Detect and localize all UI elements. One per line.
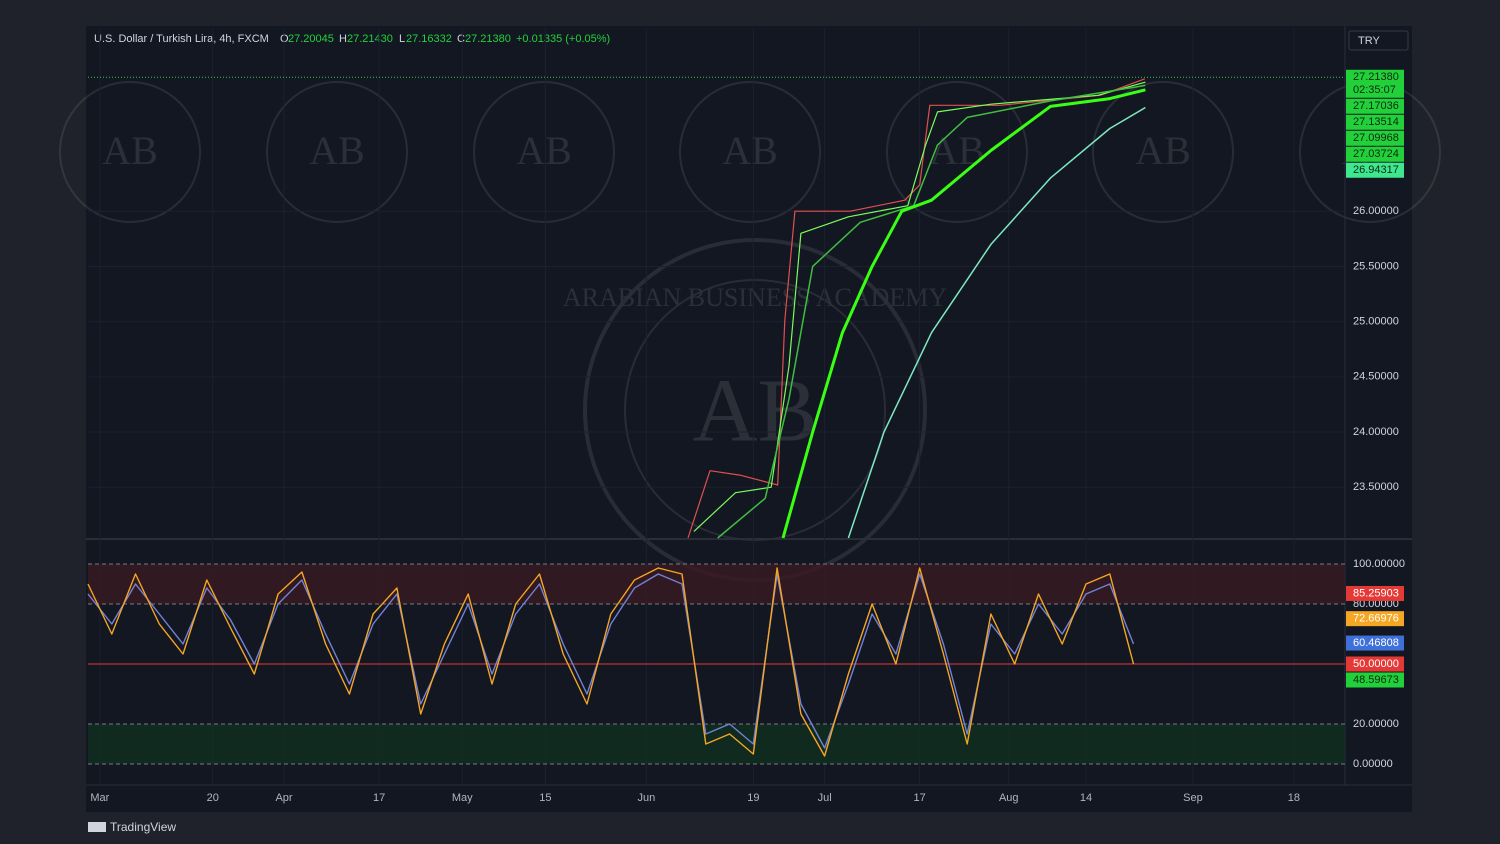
watermark-text: ARABIAN BUSINESS ACADEMY bbox=[563, 283, 947, 312]
h-label: H bbox=[339, 33, 347, 45]
series-line bbox=[717, 84, 1146, 539]
watermark-ring bbox=[266, 81, 408, 223]
close: 27.21380 bbox=[465, 33, 511, 45]
chart-area bbox=[86, 26, 1412, 812]
x-tick-label: Jul bbox=[818, 792, 832, 804]
price-badge bbox=[1346, 146, 1404, 162]
x-tick-label: 15 bbox=[539, 792, 551, 804]
x-tick-label: Aug bbox=[999, 792, 1019, 804]
x-tick-label: May bbox=[452, 792, 473, 804]
watermark-initials: AB bbox=[692, 362, 817, 461]
price-badge bbox=[1346, 114, 1404, 130]
high: 27.21430 bbox=[347, 33, 393, 45]
badge-label: 27.03724 bbox=[1353, 148, 1399, 160]
price-badge bbox=[1346, 635, 1404, 651]
watermark-initials: AB bbox=[929, 128, 985, 173]
price-badge bbox=[1346, 98, 1404, 114]
zone bbox=[88, 724, 1345, 764]
x-tick-label: 17 bbox=[373, 792, 385, 804]
y-tick-label: 23.50000 bbox=[1353, 481, 1399, 493]
c-label: C bbox=[457, 33, 465, 45]
watermark-initials: AB bbox=[102, 128, 158, 173]
series-line bbox=[687, 78, 1146, 539]
watermark-ring bbox=[1092, 81, 1234, 223]
series-line bbox=[847, 106, 1146, 539]
y-tick-label: 24.00000 bbox=[1353, 426, 1399, 438]
badge-label: 85.25903 bbox=[1353, 587, 1399, 599]
price-badge bbox=[1346, 130, 1404, 146]
price-badge bbox=[1346, 672, 1404, 688]
badge-label: 50.00000 bbox=[1353, 658, 1399, 670]
x-tick-label: Mar bbox=[90, 792, 109, 804]
y-tick-label: 100.00000 bbox=[1353, 558, 1405, 570]
price-badge bbox=[1346, 611, 1404, 627]
low: 27.16332 bbox=[406, 33, 452, 45]
currency-button[interactable] bbox=[1348, 30, 1409, 51]
price-badge bbox=[1346, 656, 1404, 672]
y-tick-label: 26.00000 bbox=[1353, 205, 1399, 217]
watermark: ARABIAN BUSINESS ACADEMY AB AB AB AB AB AB AB… bbox=[59, 81, 1441, 582]
y-tick-label: 20.00000 bbox=[1353, 718, 1399, 730]
tv-logo bbox=[88, 822, 106, 832]
badge-label: 60.46808 bbox=[1353, 637, 1399, 649]
badge-label: 27.09968 bbox=[1353, 132, 1399, 144]
y-tick-label: 25.50000 bbox=[1353, 260, 1399, 272]
series-line bbox=[693, 81, 1146, 532]
badge-label: 72.66976 bbox=[1353, 613, 1399, 625]
watermark-ring bbox=[473, 81, 615, 223]
watermark-initials: AB bbox=[309, 128, 365, 173]
price-badge bbox=[1346, 162, 1404, 178]
badge-label: 27.17036 bbox=[1353, 100, 1399, 112]
y-tick-label: 0.00000 bbox=[1353, 758, 1393, 770]
watermark-initials: AB bbox=[1135, 128, 1191, 173]
x-tick-label: 19 bbox=[747, 792, 759, 804]
currency[interactable]: TRY bbox=[1358, 35, 1380, 47]
x-tick-label: 14 bbox=[1080, 792, 1092, 804]
x-tick-label: Jun bbox=[638, 792, 656, 804]
x-tick-label: 18 bbox=[1288, 792, 1300, 804]
watermark-initials: AB bbox=[722, 128, 778, 173]
x-tick-label: 17 bbox=[914, 792, 926, 804]
watermark-ring bbox=[679, 81, 821, 223]
countdown: 02:35:07 bbox=[1353, 84, 1396, 96]
x-tick-label: Sep bbox=[1183, 792, 1203, 804]
y-tick-label: 25.00000 bbox=[1353, 316, 1399, 328]
badge-label: 27.21380 bbox=[1353, 71, 1399, 83]
badge-label: 48.59673 bbox=[1353, 674, 1399, 686]
x-tick-label: 20 bbox=[207, 792, 219, 804]
series-line bbox=[781, 88, 1146, 539]
series-line bbox=[87, 567, 1135, 757]
watermark-ring bbox=[886, 81, 1028, 223]
y-tick-label: 24.50000 bbox=[1353, 371, 1399, 383]
watermark-ring bbox=[59, 81, 201, 223]
x-tick-label: Apr bbox=[275, 792, 292, 804]
badge-label: 27.13514 bbox=[1353, 116, 1399, 128]
watermark-initials: AB bbox=[516, 128, 572, 173]
brand: TradingView bbox=[110, 820, 176, 834]
legend: U.S. Dollar / Turkish Lira, 4h, FXCM O 2… bbox=[94, 33, 610, 45]
price-badge bbox=[1346, 69, 1404, 98]
change: +0.01335 (+0.05%) bbox=[516, 33, 610, 45]
series-line bbox=[87, 573, 1135, 749]
open: 27.20045 bbox=[288, 33, 334, 45]
badge-label: 26.94317 bbox=[1353, 164, 1399, 176]
symbol: U.S. Dollar / Turkish Lira, 4h, FXCM bbox=[94, 33, 269, 45]
price-badge bbox=[1346, 585, 1404, 601]
l-label: L bbox=[399, 33, 405, 45]
